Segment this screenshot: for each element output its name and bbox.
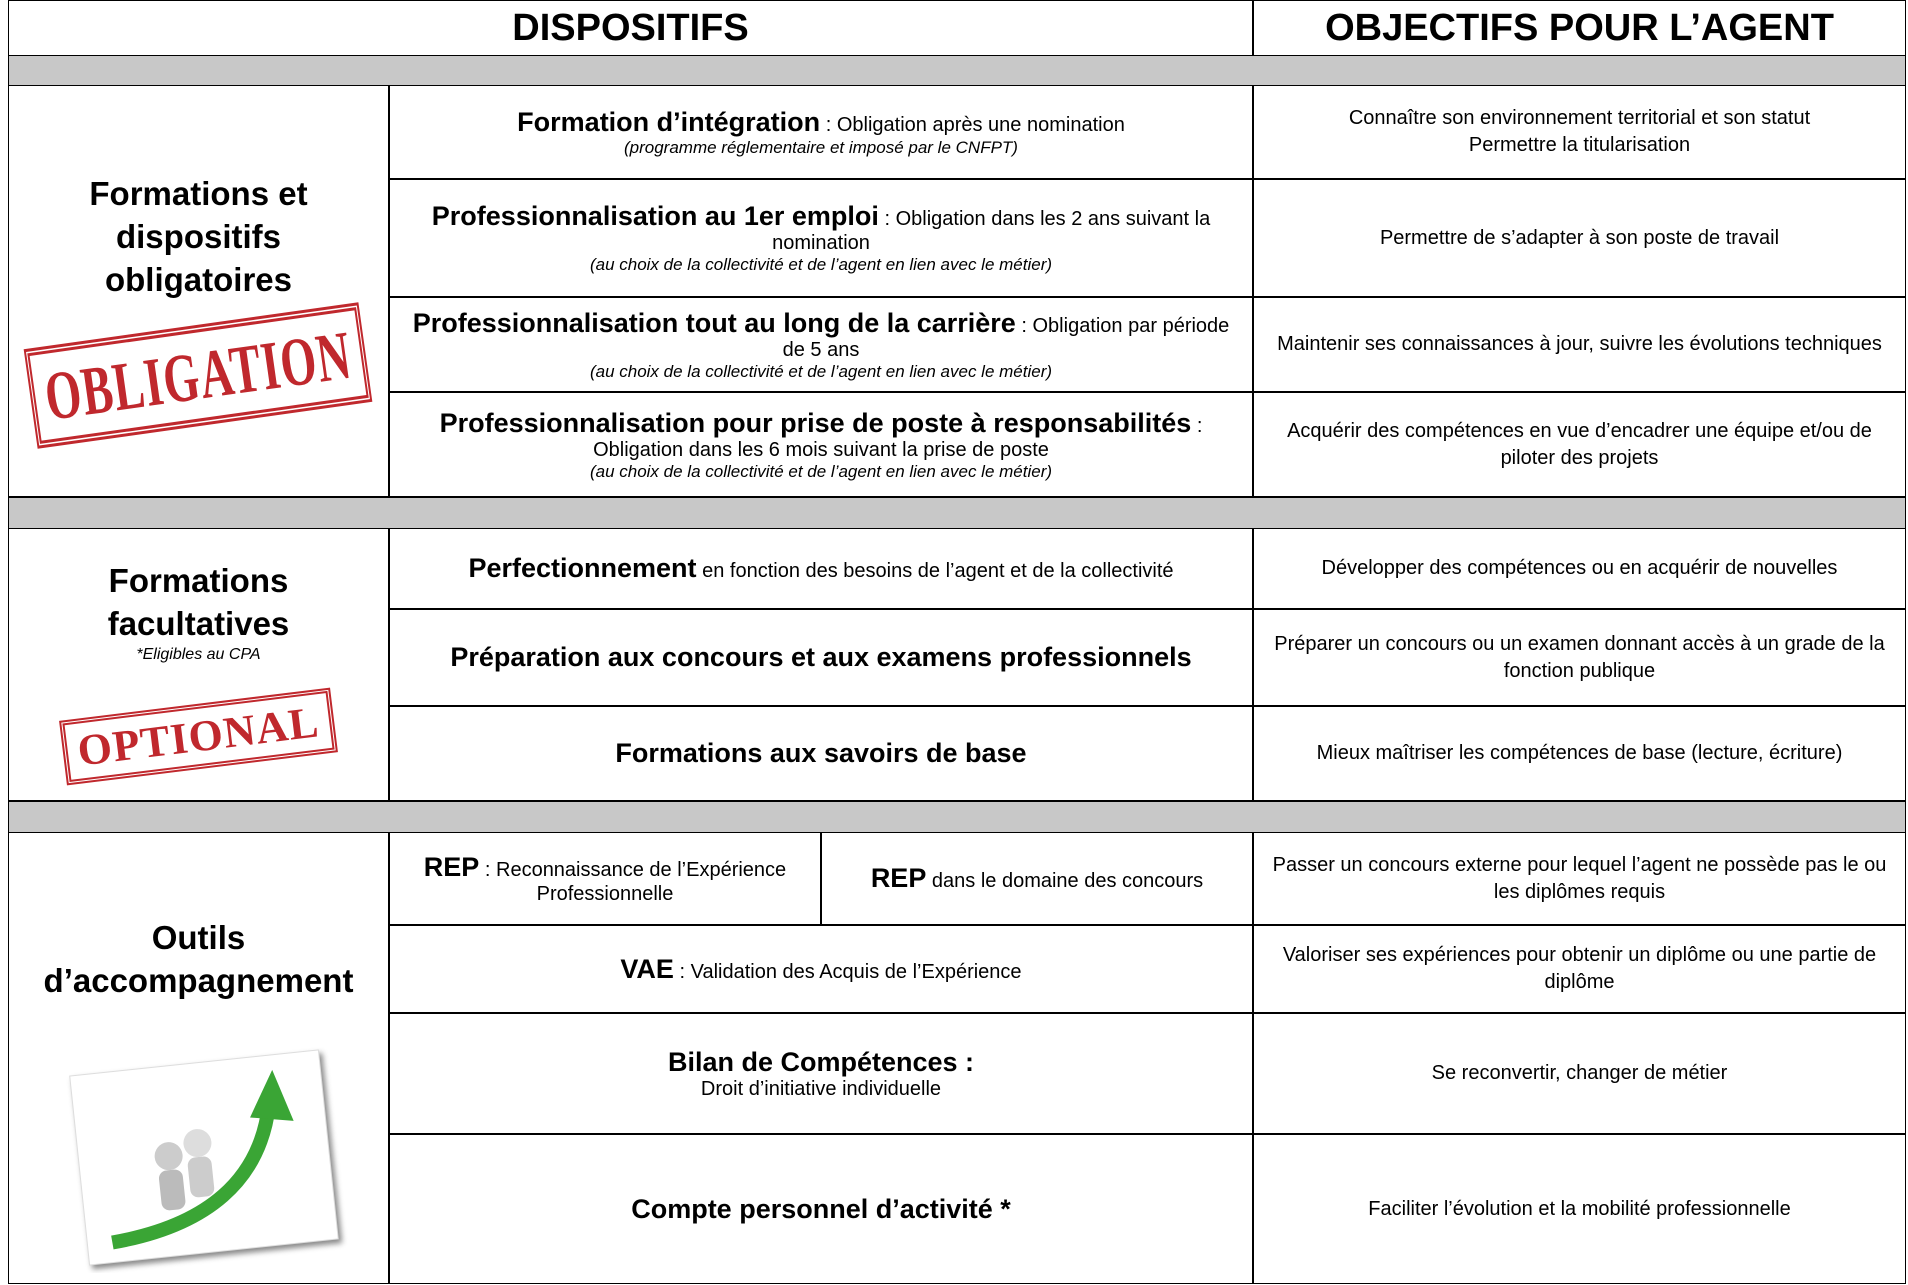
separator-row	[8, 497, 1906, 529]
device-text: Professionnalisation tout au long de la …	[404, 308, 1238, 382]
objective-cell: Faciliter l’évolution et la mobilité pro…	[1253, 1134, 1906, 1284]
objective: Mieux maîtriser les compétences de base …	[1316, 742, 1843, 764]
objective: Se reconvertir, changer de métier	[1431, 1062, 1728, 1084]
objective-cell: Développer des compétences ou en acquéri…	[1253, 528, 1906, 609]
device-cell: Professionnalisation tout au long de la …	[389, 297, 1253, 392]
device-text: Professionnalisation pour prise de poste…	[404, 408, 1238, 482]
objective: Valoriser ses expériences pour obtenir u…	[1282, 944, 1877, 993]
section-title: Outils d’accompagnement	[43, 919, 354, 999]
device-detail: : Obligation après une nomination	[820, 113, 1125, 136]
device-text: Compte personnel d’activité *	[631, 1194, 1011, 1225]
device-detail: : Validation des Acquis de l’Expérience	[673, 960, 1022, 983]
device-detail: dans le domaine des concours	[926, 870, 1204, 892]
objective-cell: Se reconvertir, changer de métier	[1253, 1013, 1906, 1134]
objective-cell: Permettre de s’adapter à son poste de tr…	[1253, 179, 1906, 297]
device-name: REP	[423, 851, 480, 882]
device-text: Formations aux savoirs de base	[615, 738, 1026, 769]
device-cell: REP : Reconnaissance de l’Expérience Pro…	[389, 832, 821, 925]
device-name: Professionnalisation pour prise de poste…	[439, 407, 1192, 438]
objective: Permettre de s’adapter à son poste de tr…	[1379, 226, 1780, 249]
device-name: Professionnalisation au 1er emploi	[431, 201, 879, 231]
objective-cell: Maintenir ses connaissances à jour, suiv…	[1253, 297, 1906, 392]
separator-row	[8, 55, 1906, 86]
section-note: *Eligibles au CPA	[136, 645, 261, 663]
section-title: Formations facultatives	[107, 562, 290, 642]
device-cell: Bilan de Compétences : Droit d’initiative…	[389, 1013, 1253, 1134]
device-remark: (au choix de la collectivité et de l’age…	[589, 361, 1053, 381]
objective-cell: Passer un concours externe pour lequel l…	[1253, 832, 1906, 925]
device-detail: : Reconnaissance de l’Expérience Profess…	[479, 858, 787, 905]
device-name: REP	[870, 863, 927, 893]
objective: Passer un concours externe pour lequel l…	[1272, 853, 1887, 903]
device-name: Formation d’intégration	[517, 106, 821, 137]
header-text: OBJECTIFS POUR L’AGENT	[1325, 6, 1834, 49]
device-name: Bilan de Compétences :	[667, 1046, 975, 1077]
objective: Faciliter l’évolution et la mobilité pro…	[1368, 1197, 1791, 1220]
device-detail: : Obligation dans les 6 mois suivant la …	[593, 414, 1203, 461]
section-title-cell: Formations facultatives *Eligibles au CPA…	[8, 528, 389, 801]
device-text: VAE : Validation des Acquis de l’Expérie…	[620, 954, 1021, 985]
device-text: Perfectionnement en fonction des besoins…	[468, 553, 1173, 584]
header-cell: DISPOSITIFS	[8, 0, 1253, 56]
device-remark: (programme réglementaire et imposé par l…	[624, 137, 1018, 157]
device-cell: Perfectionnement en fonction des besoins…	[389, 528, 1253, 609]
section-title-cell: Formations et dispositifs obligatoires OB…	[8, 85, 389, 497]
device-name: Formations aux savoirs de base	[615, 738, 1027, 768]
device-cell: Formations aux savoirs de base	[389, 706, 1253, 801]
objective: Acquérir des compétences en vue d’encadr…	[1287, 419, 1872, 469]
device-detail: : Obligation par période de 5 ans	[782, 314, 1230, 361]
header-cell: OBJECTIFS POUR L’AGENT	[1253, 0, 1906, 56]
device-name: Perfectionnement	[468, 553, 697, 583]
separator-row	[8, 801, 1906, 833]
device-text: Bilan de Compétences : Droit d’initiative…	[668, 1047, 974, 1101]
objective-cell: Acquérir des compétences en vue d’encadr…	[1253, 392, 1906, 497]
objective-cell: Mieux maîtriser les compétences de base …	[1253, 706, 1906, 801]
device-cell: REP dans le domaine des concours	[821, 832, 1253, 925]
objective-cell: Connaître son environnement territorial …	[1253, 85, 1906, 179]
device-cell: VAE : Validation des Acquis de l’Expérie…	[389, 925, 1253, 1013]
stamp: OBLIGATION	[24, 302, 373, 449]
device-name: Professionnalisation tout au long de la …	[412, 307, 1016, 338]
device-text: REP : Reconnaissance de l’Expérience Pro…	[404, 852, 806, 906]
objective: Connaître son environnement territorial …	[1348, 107, 1811, 156]
device-name: VAE	[620, 953, 674, 984]
section-title: Formations et dispositifs obligatoires	[89, 175, 308, 298]
device-cell: Professionnalisation au 1er emploi : Obl…	[389, 179, 1253, 297]
device-cell: Préparation aux concours et aux examens …	[389, 609, 1253, 706]
device-text: Professionnalisation au 1er emploi : Obl…	[404, 201, 1238, 275]
objective: Préparer un concours ou un examen donnan…	[1274, 632, 1885, 682]
device-cell: Formation d’intégration : Obligation apr…	[389, 85, 1253, 179]
device-detail: : Obligation dans les 2 ans suivant la n…	[772, 208, 1211, 254]
device-detail: en fonction des besoins de l’agent et de…	[696, 560, 1174, 582]
device-remark: (au choix de la collectivité et de l’age…	[589, 255, 1053, 274]
objective: Maintenir ses connaissances à jour, suiv…	[1277, 333, 1882, 355]
stamp: OPTIONAL	[59, 687, 338, 786]
device-text: Formation d’intégration : Obligation apr…	[517, 107, 1125, 158]
illustration	[68, 1049, 339, 1266]
device-cell: Professionnalisation pour prise de poste…	[389, 392, 1253, 497]
device-remark: (au choix de la collectivité et de l’age…	[589, 461, 1053, 481]
device-detail: Droit d’initiative individuelle	[700, 1077, 942, 1100]
device-cell: Compte personnel d’activité *	[389, 1134, 1253, 1284]
device-text: Préparation aux concours et aux examens …	[450, 642, 1191, 673]
device-name: Préparation aux concours et aux examens …	[450, 642, 1192, 672]
objective-cell: Valoriser ses expériences pour obtenir u…	[1253, 925, 1906, 1013]
header-text: DISPOSITIFS	[512, 6, 749, 49]
section-title-cell: Outils d’accompagnement	[8, 832, 389, 1284]
objective: Développer des compétences ou en acquéri…	[1321, 557, 1838, 579]
device-text: REP dans le domaine des concours	[871, 863, 1203, 894]
objective-cell: Préparer un concours ou un examen donnan…	[1253, 609, 1906, 706]
device-name: Compte personnel d’activité *	[631, 1193, 1011, 1224]
